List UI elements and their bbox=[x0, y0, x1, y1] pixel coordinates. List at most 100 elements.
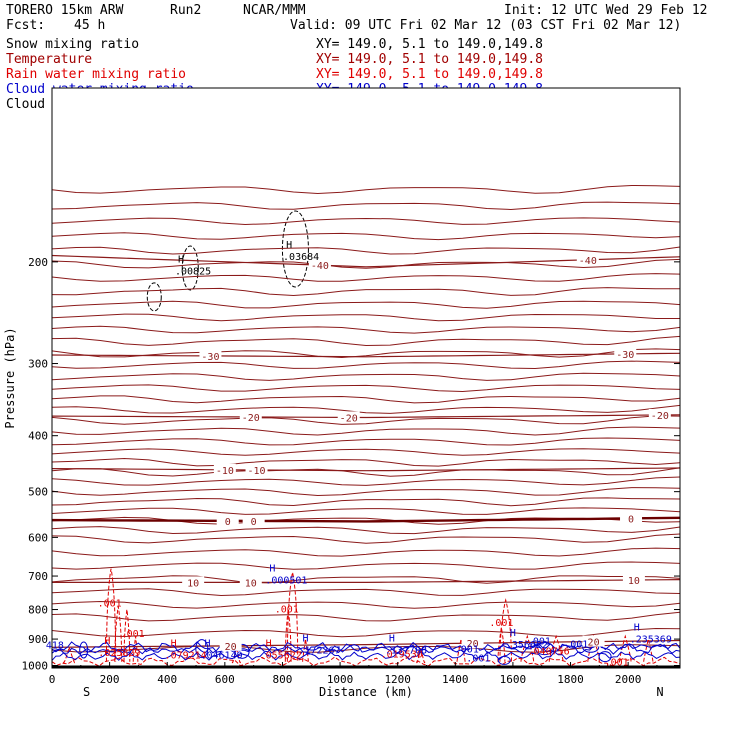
rain-contour bbox=[456, 638, 466, 662]
rain-contour bbox=[63, 645, 76, 664]
temperature-isotherm bbox=[51, 426, 681, 436]
cloud-water-max-value: .235369 bbox=[630, 634, 672, 645]
field-xy: XY= 149.0, 5.1 to 149.0,149.8 bbox=[316, 37, 543, 52]
isotherm-label: -20 bbox=[242, 413, 260, 424]
isotherm-label: 10 bbox=[245, 578, 257, 589]
init-time: Init: 12 UTC Wed 29 Feb 12 bbox=[504, 3, 708, 18]
cloud-water-contour bbox=[535, 642, 555, 656]
cloud-water-max-marker: H bbox=[302, 633, 308, 644]
label-mask bbox=[239, 410, 262, 422]
x-tick-label: 0 bbox=[49, 673, 56, 686]
snow-contour bbox=[146, 282, 162, 312]
x-tick-label: 1400 bbox=[442, 673, 469, 686]
x-tick-label: 600 bbox=[215, 673, 235, 686]
field-xy: XY= 149.0, 5.1 to 149.0,149.8 bbox=[316, 52, 543, 67]
temperature-isotherm bbox=[51, 575, 681, 584]
temperature-isotherm bbox=[51, 467, 681, 477]
rain-contour bbox=[284, 609, 292, 662]
y-tick-label: 600 bbox=[28, 531, 48, 544]
cloud-water-contour bbox=[79, 641, 89, 659]
temperature-isotherm bbox=[51, 611, 681, 622]
y-tick-label: 400 bbox=[28, 430, 48, 443]
figure-header: TORERO 15km ARW Run2 NCAR/MMM Init: 12 U… bbox=[6, 3, 708, 33]
isotherm-label: -10 bbox=[216, 466, 234, 477]
temperature-isotherm bbox=[51, 476, 681, 486]
cloud-water-contour-label: .001 bbox=[564, 639, 588, 650]
label-mask bbox=[219, 639, 242, 651]
rain-contour bbox=[132, 636, 139, 662]
y-tick-label: 800 bbox=[28, 604, 48, 617]
temperature-isotherm bbox=[51, 325, 681, 334]
label-mask bbox=[614, 347, 637, 359]
rain-contour-label: .001 bbox=[121, 629, 145, 640]
x-tick-label: 1800 bbox=[557, 673, 584, 686]
org-label: NCAR/MMM bbox=[243, 3, 306, 18]
cloud-water-max-value: .000501 bbox=[265, 575, 307, 586]
field-name: Temperature bbox=[6, 52, 92, 67]
isotherm--10 bbox=[51, 467, 681, 472]
isotherm-label: -30 bbox=[201, 352, 219, 363]
x-tick-label: 2000 bbox=[615, 673, 642, 686]
x-tick-label: 400 bbox=[157, 673, 177, 686]
temperature-isotherm bbox=[51, 313, 680, 322]
cloud-water-contour bbox=[598, 651, 612, 663]
label-mask bbox=[242, 514, 265, 526]
temperature-isotherm bbox=[51, 526, 681, 535]
rain-contour bbox=[643, 638, 654, 662]
field-name: Snow mixing ratio bbox=[6, 37, 139, 52]
isotherm-label: 0 bbox=[225, 517, 231, 528]
forecast-label: Fcst: bbox=[6, 18, 45, 33]
label-mask bbox=[239, 576, 262, 588]
label-mask bbox=[337, 411, 360, 423]
temperature-isotherm bbox=[51, 561, 681, 570]
temperature-isotherm bbox=[51, 217, 681, 226]
isotherm-label: -40 bbox=[579, 256, 597, 267]
y-axis-label: Pressure (hPa) bbox=[3, 327, 17, 428]
temperature-isotherm bbox=[51, 437, 681, 446]
temperature-isotherm bbox=[51, 404, 681, 414]
label-mask bbox=[308, 259, 331, 271]
rain-contour-label: .001 bbox=[98, 598, 122, 609]
snow-max-value: .03684 bbox=[283, 252, 319, 263]
label-mask bbox=[622, 574, 645, 586]
isotherm-label: -20 bbox=[651, 411, 669, 422]
isotherm-label: 10 bbox=[187, 578, 199, 589]
isotherm-label: -30 bbox=[616, 350, 634, 361]
rain-contour bbox=[548, 634, 564, 662]
rain-max-value: .079214 bbox=[165, 651, 207, 662]
temperature-isotherm bbox=[51, 184, 681, 195]
rain-contour bbox=[231, 647, 241, 664]
field-name: Rain water mixing ratio bbox=[6, 67, 186, 82]
temperature-isotherm bbox=[51, 533, 681, 544]
temperature-isotherm bbox=[51, 600, 681, 609]
snow-contour bbox=[281, 210, 309, 288]
y-tick-label: 700 bbox=[28, 570, 48, 583]
rain-contour-label: .001 bbox=[275, 605, 299, 616]
label-mask bbox=[216, 514, 239, 526]
cloud-water-max-marker: H bbox=[389, 633, 395, 644]
rain-max-marker: H bbox=[266, 639, 272, 650]
rain-contour bbox=[619, 634, 632, 662]
temperature-isotherm bbox=[51, 395, 681, 404]
cloud-water-contour-label: .001 bbox=[527, 637, 551, 648]
label-mask bbox=[576, 253, 599, 265]
cloud-water-contours bbox=[51, 639, 681, 665]
x-axis-label: Distance (km) bbox=[319, 685, 413, 699]
snow-contours bbox=[146, 210, 309, 312]
y-tick-label: 900 bbox=[28, 633, 48, 646]
run-label: Run2 bbox=[170, 3, 201, 18]
label-mask bbox=[199, 349, 222, 361]
isotherm-label: -20 bbox=[340, 413, 358, 424]
temperature-isotherm bbox=[51, 415, 681, 425]
isotherm-label: 0 bbox=[628, 514, 634, 525]
cloud-water-max-value: .172267 bbox=[298, 645, 340, 656]
plot-frame bbox=[51, 87, 681, 669]
rain-contour bbox=[105, 568, 117, 662]
rain-max-marker: H bbox=[171, 639, 177, 650]
y-tick-label: 500 bbox=[28, 486, 48, 499]
snow-max-marker: H bbox=[286, 240, 292, 251]
cloud-water-contour-label: .001 bbox=[466, 654, 490, 665]
rain-contour-label: .001 bbox=[605, 658, 629, 669]
